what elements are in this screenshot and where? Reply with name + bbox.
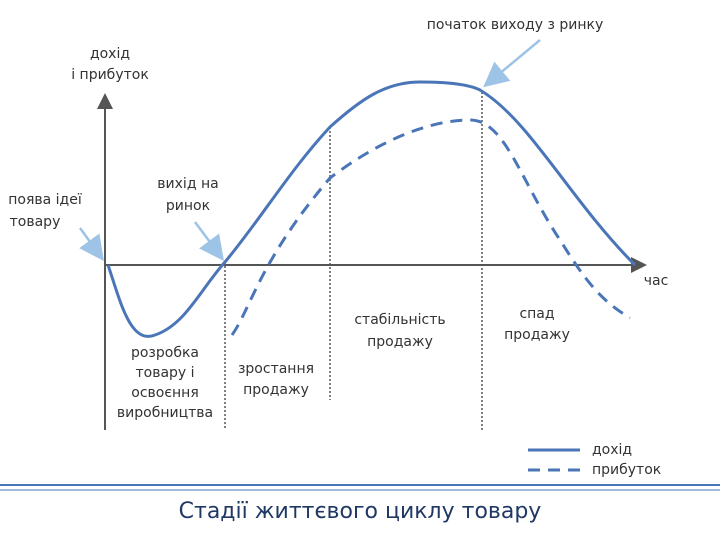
stage-label: розробка — [131, 345, 199, 361]
annotation: початок виходу з ринку — [427, 17, 604, 33]
legend-label: прибуток — [592, 462, 661, 478]
stage-label: освоєння — [131, 385, 199, 401]
axis-label: і прибуток — [71, 67, 149, 83]
profit-curve — [230, 118, 631, 336]
stage-dividers — [224, 92, 483, 430]
annotation: вихід на — [157, 176, 218, 192]
axis-label: час — [644, 273, 669, 289]
annotation: товару — [10, 214, 61, 230]
annotation: поява ідеї — [8, 192, 82, 208]
stage-label: продажу — [504, 327, 570, 343]
stage-label: продажу — [243, 382, 309, 398]
axis-label: дохід — [90, 46, 130, 62]
stage-label: стабільність — [354, 312, 445, 328]
legend-label: дохід — [592, 442, 632, 458]
stage-label: товару і — [135, 365, 194, 381]
stage-label: спад — [519, 306, 554, 322]
annotation: ринок — [166, 198, 210, 214]
stage-label: виробництва — [117, 405, 213, 421]
stage-label: зростання — [238, 361, 314, 377]
stage-label: продажу — [367, 334, 433, 350]
title: Стадії життєвого циклу товару — [179, 499, 542, 524]
annotation-arrows — [78, 39, 541, 262]
revenue-curve — [106, 80, 637, 338]
